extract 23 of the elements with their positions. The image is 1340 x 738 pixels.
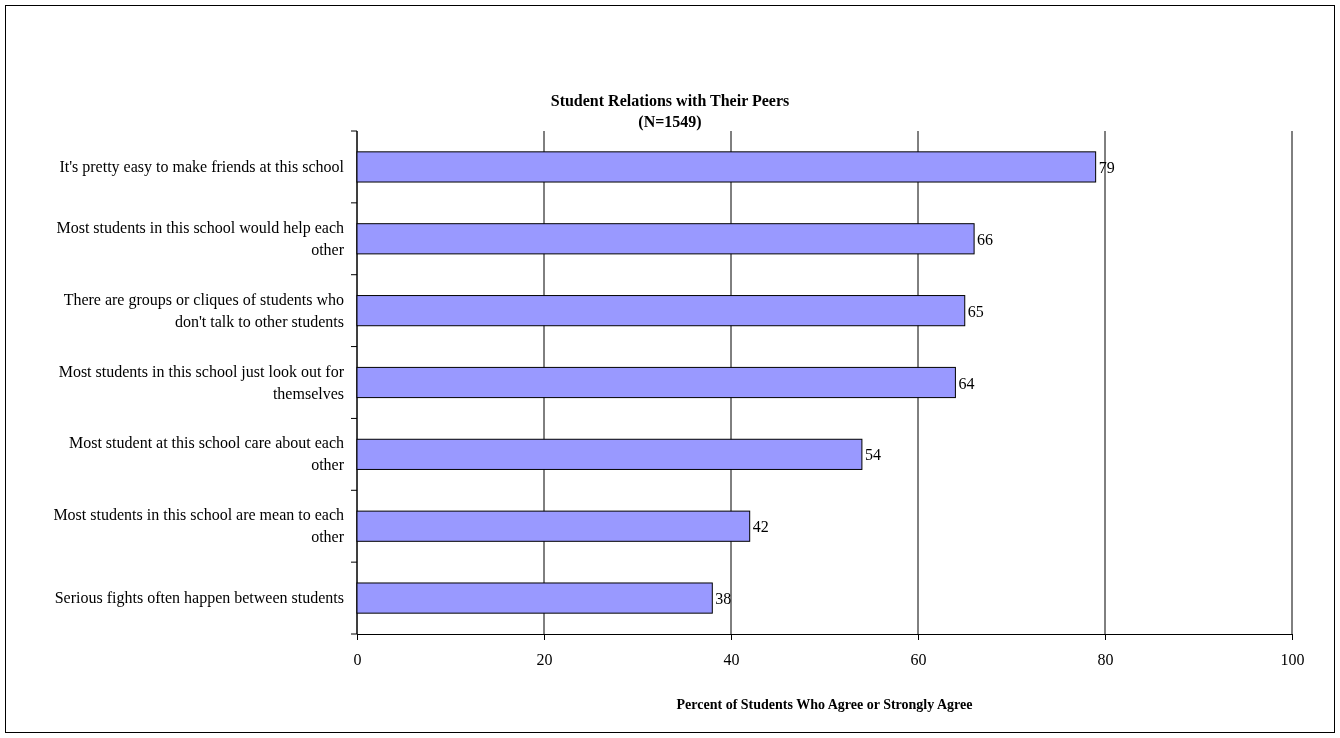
data-label: 54 [864,446,881,464]
y-tick-label: There are groups or cliques of students who don't talk to other students [63,290,344,330]
x-tick-label: 80 [1097,651,1114,669]
data-label: 64 [958,374,975,392]
x-tick-label: 60 [910,651,927,669]
data-label: 65 [967,302,984,320]
x-tick-label: 0 [353,651,362,669]
x-tick-label: 20 [536,651,553,669]
y-tick-label: Most student at this school care about each other [68,434,345,474]
y-tick-label: Most students in this school are mean to each other [53,506,345,546]
data-label: 38 [715,590,732,608]
y-tick-label: Most students in this school would help each other [56,218,345,258]
chart-subtitle: (N=1549) [638,113,702,131]
y-tick-label: Serious fights often happen between students [54,589,344,608]
x-tick-label: 100 [1280,651,1305,669]
data-label: 79 [1098,158,1115,176]
x-axis-title: Percent of Students Who Agree or Strongly Agree [676,697,973,712]
y-tick-label: Most students in this school just look out for themselves [58,362,345,402]
data-label: 66 [977,230,994,248]
chart-title: Student Relations with Their Peers [550,92,790,109]
data-label: 42 [752,518,769,536]
y-tick-label: It's pretty easy to make friends at this school [59,157,345,176]
x-tick-label: 40 [723,651,740,669]
